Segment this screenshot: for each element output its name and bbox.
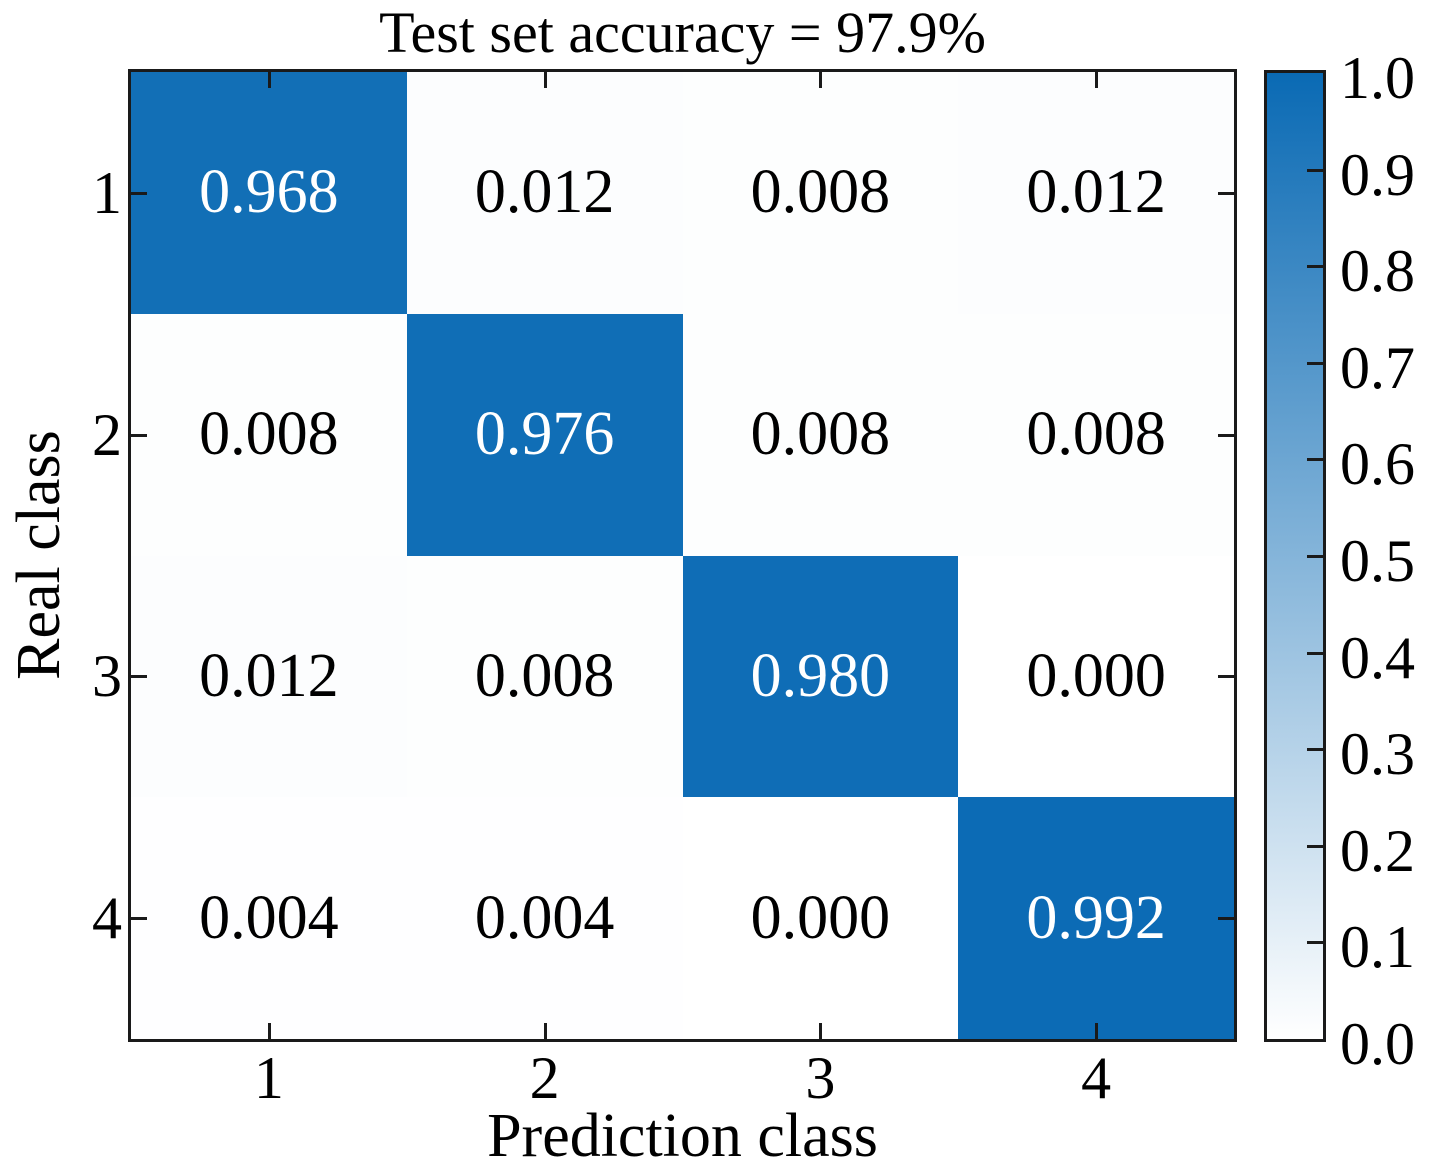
- matrix-cell: 0.008: [682, 72, 959, 314]
- tick-mark: [268, 72, 271, 88]
- tick-mark: [131, 917, 147, 920]
- chart-title: Test set accuracy = 97.9%: [379, 0, 986, 65]
- matrix-cell: 0.008: [406, 555, 683, 798]
- colorbar-tick-label: 0.5: [1340, 528, 1415, 594]
- matrix-cell: 0.000: [682, 797, 959, 1039]
- y-tick-label: 1: [92, 159, 122, 226]
- matrix-cell: 0.968: [131, 72, 407, 314]
- colorbar: [1264, 70, 1326, 1042]
- tick-mark: [1095, 72, 1098, 88]
- x-tick-label: 2: [529, 1045, 560, 1111]
- matrix-cell: 0.008: [958, 313, 1234, 556]
- y-axis-label: Real class: [5, 430, 73, 680]
- tick-mark: [1218, 434, 1234, 437]
- matrix-cell: 0.980: [682, 555, 959, 798]
- tick-mark: [131, 192, 147, 195]
- y-tick-label: 4: [92, 885, 122, 952]
- colorbar-tick-label: 1.0: [1340, 45, 1415, 111]
- colorbar-tick-label: 0.0: [1340, 1011, 1415, 1077]
- matrix-cell: 0.012: [131, 555, 407, 798]
- matrix-cell: 0.012: [406, 72, 683, 314]
- tick-mark: [1218, 192, 1234, 195]
- x-tick-label: 4: [1081, 1045, 1112, 1111]
- colorbar-tick-label: 0.3: [1340, 721, 1415, 788]
- y-tick-label: 2: [92, 401, 122, 468]
- tick-mark: [544, 72, 547, 88]
- matrix-cell: 0.004: [131, 797, 407, 1039]
- matrix-cell: 0.008: [682, 313, 959, 556]
- colorbar-tick-mark: [1307, 362, 1323, 365]
- matrix-grid: 0.968 0.012 0.008 0.012 0.008 0.976 0.008 0.008…: [131, 72, 1234, 1039]
- colorbar-tick-mark: [1307, 169, 1323, 172]
- colorbar-tick-label: 0.4: [1340, 624, 1415, 691]
- colorbar-tick-label: 0.2: [1340, 817, 1415, 884]
- colorbar-tick-label: 0.1: [1340, 914, 1415, 981]
- colorbar-tick-mark: [1307, 941, 1323, 944]
- colorbar-tick-mark: [1307, 845, 1323, 848]
- matrix-cell: 0.000: [958, 555, 1234, 798]
- tick-mark: [131, 434, 147, 437]
- x-axis-label: Prediction class: [487, 1102, 878, 1170]
- colorbar-tick-mark: [1307, 265, 1323, 268]
- tick-mark: [544, 1023, 547, 1039]
- tick-mark: [1095, 1023, 1098, 1039]
- matrix-cell: 0.992: [958, 797, 1234, 1039]
- colorbar-tick-mark: [1307, 652, 1323, 655]
- tick-mark: [268, 1023, 271, 1039]
- tick-mark: [1218, 675, 1234, 678]
- colorbar-tick-label: 0.9: [1340, 141, 1415, 208]
- heatmap-plot-area: 0.968 0.012 0.008 0.012 0.008 0.976 0.008 0.008…: [128, 69, 1237, 1042]
- tick-mark: [819, 72, 822, 88]
- colorbar-tick-mark: [1307, 555, 1323, 558]
- matrix-cell: 0.004: [406, 797, 683, 1039]
- tick-mark: [1218, 917, 1234, 920]
- colorbar-tick-mark: [1307, 458, 1323, 461]
- matrix-cell: 0.008: [131, 313, 407, 556]
- x-tick-label: 1: [253, 1045, 284, 1111]
- tick-mark: [131, 675, 147, 678]
- y-tick-label: 3: [92, 643, 122, 710]
- matrix-cell: 0.976: [406, 313, 683, 556]
- tick-mark: [819, 1023, 822, 1039]
- colorbar-tick-label: 0.8: [1340, 238, 1415, 305]
- colorbar-tick-label: 0.6: [1340, 431, 1415, 498]
- colorbar-tick-label: 0.7: [1340, 334, 1415, 401]
- colorbar-tick-mark: [1307, 748, 1323, 751]
- matrix-cell: 0.012: [958, 72, 1234, 314]
- x-tick-label: 3: [805, 1045, 836, 1111]
